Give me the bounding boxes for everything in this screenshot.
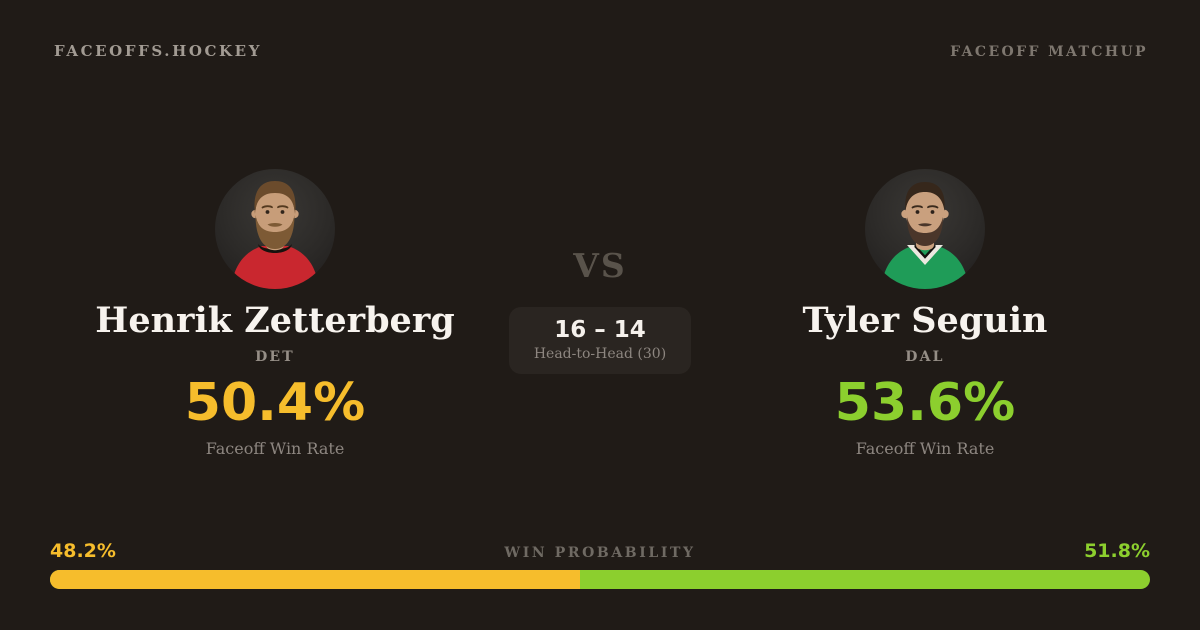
faceoff-win-rate: 53.6% <box>834 372 1016 433</box>
header: FACEOFFS.HOCKEY FACEOFF MATCHUP <box>0 0 1200 60</box>
win-probability-labels: 48.2% WIN PROBABILITY 51.8% <box>50 540 1150 562</box>
win-probability-fill-left <box>50 570 581 589</box>
win-probability-title: WIN PROBABILITY <box>504 545 696 561</box>
player-card-left: Henrik Zetterberg DET 50.4% Faceoff Win … <box>50 169 500 458</box>
win-probability-section: 48.2% WIN PROBABILITY 51.8% <box>50 542 1150 589</box>
vs-label: VS <box>573 246 627 285</box>
head-to-head-box: 16 – 14 Head-to-Head (30) <box>508 307 692 375</box>
player-photo-illustration-zetterberg <box>231 181 319 289</box>
player-avatar <box>215 169 335 289</box>
player-name: Henrik Zetterberg <box>95 300 455 341</box>
matchup-type-label: FACEOFF MATCHUP <box>950 44 1148 60</box>
player-team: DET <box>255 348 295 365</box>
matchup-center: VS 16 – 14 Head-to-Head (30) <box>500 169 700 375</box>
faceoff-win-rate-label: Faceoff Win Rate <box>205 438 345 458</box>
faceoff-win-rate-label: Faceoff Win Rate <box>855 438 995 458</box>
faceoff-win-rate: 50.4% <box>184 372 366 433</box>
head-to-head-label: Head-to-Head (30) <box>533 346 667 363</box>
win-probability-bar <box>50 570 1150 589</box>
brand-logo: FACEOFFS.HOCKEY <box>54 42 263 60</box>
player-photo-illustration-seguin <box>881 182 969 289</box>
player-name: Tyler Seguin <box>802 300 1048 341</box>
win-probability-left-percent: 48.2% <box>50 540 116 562</box>
player-card-right: Tyler Seguin DAL 53.6% Faceoff Win Rate <box>700 169 1150 458</box>
matchup-row: Henrik Zetterberg DET 50.4% Faceoff Win … <box>0 169 1200 458</box>
win-probability-right-percent: 51.8% <box>1084 540 1150 562</box>
player-avatar <box>865 169 985 289</box>
player-team: DAL <box>905 348 945 365</box>
head-to-head-score: 16 – 14 <box>554 317 646 343</box>
